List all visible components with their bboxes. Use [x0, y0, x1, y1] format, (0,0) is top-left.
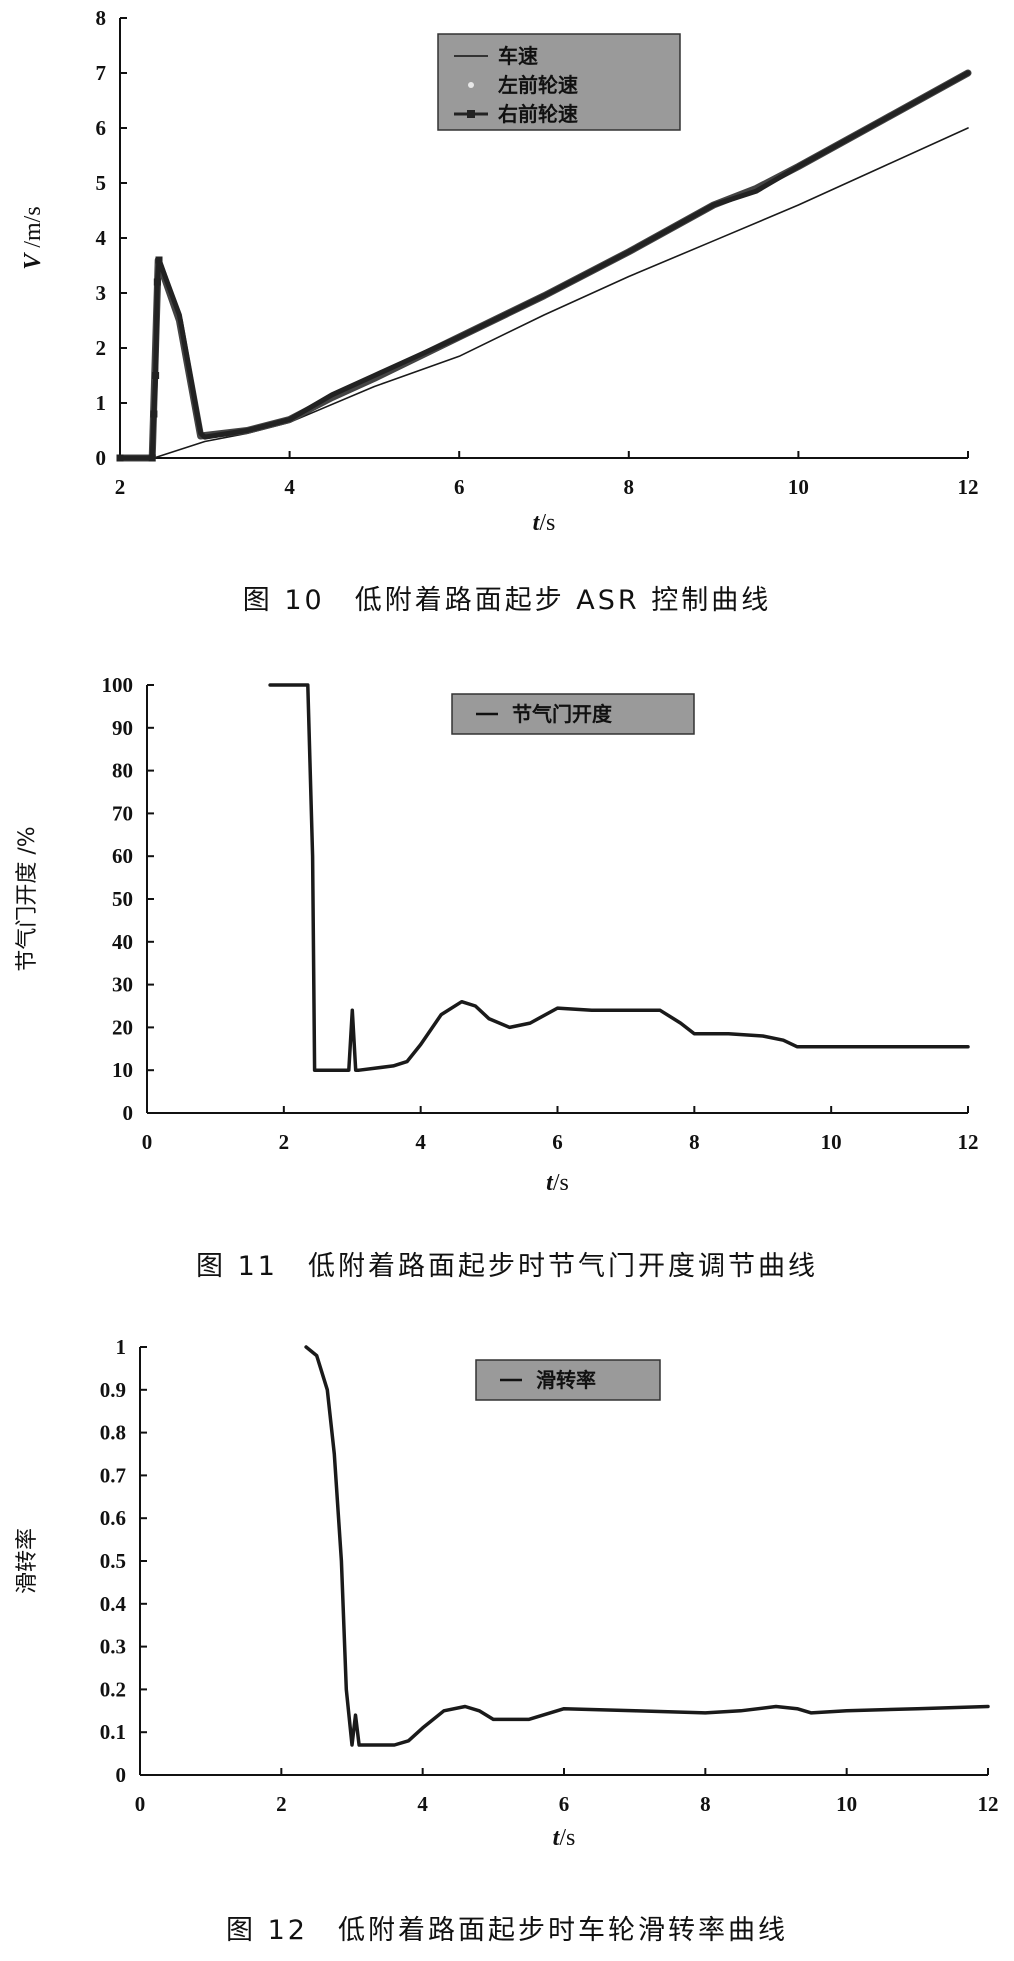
y-tick-label: 8: [96, 6, 107, 30]
legend-swatch-marker: [467, 110, 475, 118]
chart-throttle-opening: 0 10 20 30 40 50 60 70 80 90 100 0 2 4 6 8 10 12 t/s 节气门开度 …: [15, 673, 979, 1196]
x-tick-label: 12: [978, 1792, 999, 1816]
y-tick-label: 30: [112, 973, 133, 997]
x-tick-label: 12: [958, 475, 979, 499]
y-tick-label: 6: [96, 116, 107, 140]
y-axis-title: 滑转率: [15, 1528, 40, 1594]
y-axis-title: 节气门开度 /%: [15, 826, 40, 971]
y-tick-label: 0.1: [100, 1720, 126, 1744]
x-tick-label: 12: [958, 1130, 979, 1154]
legend-label: 右前轮速: [498, 102, 578, 126]
legend-label: 滑转率: [536, 1368, 596, 1392]
x-tick-label: 4: [417, 1792, 428, 1816]
y-tick-label: 90: [112, 716, 133, 740]
y-tick-label: 50: [112, 887, 133, 911]
series-line: [268, 683, 970, 1072]
y-tick-label: 70: [112, 801, 133, 825]
y-tick-label: 0.2: [100, 1677, 126, 1701]
x-tick-label: 10: [788, 475, 809, 499]
x-tick-label: 2: [115, 475, 126, 499]
series-line: [117, 70, 971, 461]
series-point: [152, 372, 160, 379]
y-tick-label: 10: [112, 1058, 133, 1082]
x-tick-label: 6: [559, 1792, 570, 1816]
y-tick-label: 1: [96, 391, 107, 415]
x-tick-label: 8: [700, 1792, 711, 1816]
y-tick-label: 0: [123, 1101, 134, 1125]
y-tick-label: 100: [102, 673, 134, 697]
series-line: [304, 1345, 990, 1747]
y-tick-label: 3: [96, 281, 107, 305]
x-tick-label: 6: [454, 475, 465, 499]
series-point: [148, 454, 156, 462]
y-tick-label: 0.8: [100, 1421, 126, 1445]
y-tick-label: 0.9: [100, 1378, 126, 1402]
y-tick-label: 0: [116, 1763, 127, 1787]
y-tick-label: 80: [112, 759, 133, 783]
x-tick-label: 10: [836, 1792, 857, 1816]
figure-11-caption: 图 11 低附着路面起步时节气门开度调节曲线: [196, 1251, 818, 1282]
series-line: [119, 127, 969, 459]
legend-label: 节气门开度: [512, 702, 613, 726]
y-tick-label: 0.5: [100, 1549, 126, 1573]
y-axis-title: V /m/s: [20, 206, 46, 269]
chart-wheel-slip-ratio: 00.10.20.30.40.50.60.70.80.910 2 4 6 8 10 12t/…: [15, 1335, 999, 1851]
x-tick-label: 6: [552, 1130, 563, 1154]
figure-12-caption: 图 12 低附着路面起步时车轮滑转率曲线: [226, 1915, 788, 1946]
x-tick-label: 8: [689, 1130, 700, 1154]
y-tick-label: 1: [116, 1335, 127, 1359]
y-tick-label: 0.3: [100, 1635, 126, 1659]
x-axis-title: t/s: [533, 510, 556, 536]
x-tick-label: 0: [142, 1130, 153, 1154]
series-point: [116, 454, 124, 462]
y-tick-label: 7: [96, 61, 107, 85]
y-tick-label: 40: [112, 930, 133, 954]
y-tick-label: 0.7: [100, 1463, 126, 1487]
series-point: [155, 256, 163, 264]
y-tick-label: 4: [96, 226, 107, 250]
legend-label: 左前轮速: [498, 73, 578, 97]
x-tick-label: 0: [135, 1792, 146, 1816]
y-tick-label: 0.4: [100, 1592, 127, 1616]
x-tick-label: 2: [276, 1792, 287, 1816]
legend-label: 车速: [498, 44, 538, 68]
x-axis-title: t/s: [546, 1170, 569, 1196]
x-axis-title: t/s: [553, 1825, 576, 1851]
x-tick-label: 4: [415, 1130, 426, 1154]
x-tick-label: 8: [624, 475, 635, 499]
legend-swatch: [468, 82, 474, 88]
y-tick-label: 2: [96, 336, 107, 360]
y-tick-label: 0: [96, 446, 107, 470]
x-tick-label: 2: [279, 1130, 290, 1154]
y-tick-label: 0.6: [100, 1506, 126, 1530]
y-tick-label: 20: [112, 1015, 133, 1039]
figure-10-caption: 图 10 低附着路面起步 ASR 控制曲线: [242, 585, 772, 616]
y-tick-label: 5: [96, 171, 107, 195]
series-point: [153, 278, 161, 286]
y-tick-label: 60: [112, 844, 133, 868]
series-point: [150, 410, 158, 418]
x-tick-label: 4: [284, 475, 295, 499]
x-tick-label: 10: [821, 1130, 842, 1154]
